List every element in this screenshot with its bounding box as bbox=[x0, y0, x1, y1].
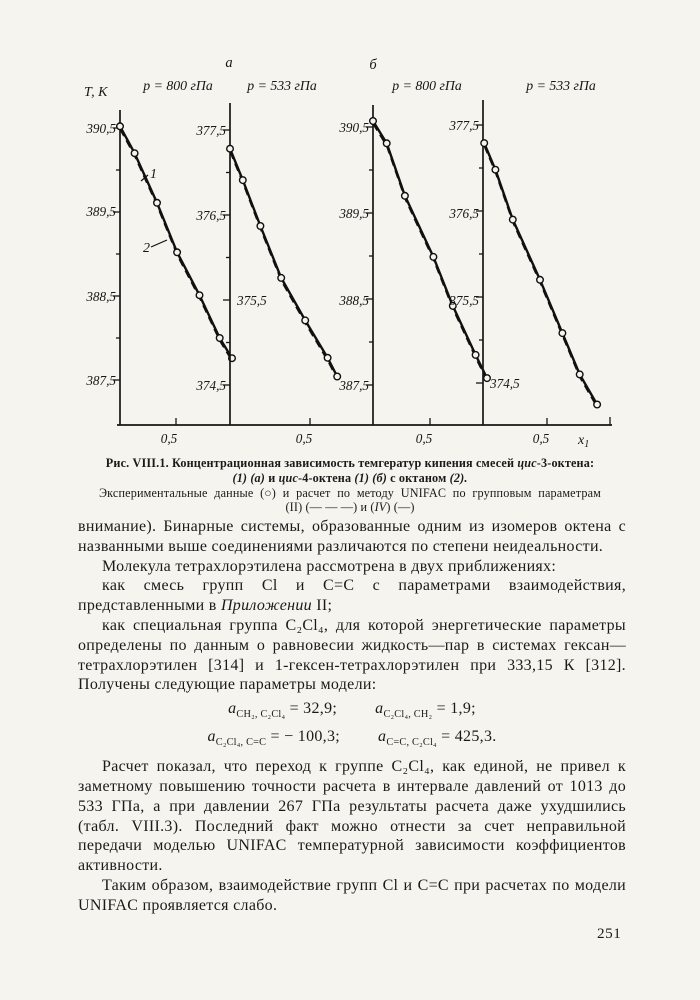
experimental-data-point bbox=[382, 139, 391, 148]
equations-block: aCH₂, C₂Cl₄ = 32,9; aC₂Cl₄, CH₂ = 1,9; a… bbox=[78, 699, 626, 753]
experimental-data-point bbox=[471, 350, 480, 359]
experimental-data-point bbox=[536, 275, 545, 284]
body-text: внимание). Бинарные системы, образованны… bbox=[78, 517, 626, 916]
pressure-label: p = 533 гПа bbox=[246, 78, 317, 93]
unifac-IV-solid-curve bbox=[118, 125, 234, 360]
paragraph: как смесь групп Cl и С=С с параметрами в… bbox=[78, 577, 626, 615]
equation-line: aC₂Cl₄, С=С = − 100,3; aС=С, C₂Cl₄ = 425… bbox=[78, 727, 626, 753]
pressure-label: p = 533 гПа bbox=[525, 78, 596, 93]
experimental-data-point bbox=[448, 301, 457, 310]
curve-label-leader bbox=[140, 174, 149, 182]
curve-label-2: 2 bbox=[143, 241, 150, 256]
page-number: 251 bbox=[597, 925, 622, 942]
pressure-label: p = 800 гПа bbox=[142, 78, 213, 93]
experimental-data-point bbox=[480, 139, 489, 148]
y-tick-label: 375,5 bbox=[448, 293, 479, 308]
caption-line-2: (1) (а) и цис-4-октена (1) (б) с октаном… bbox=[232, 470, 468, 485]
figure-caption: Рис. VIII.1. Концентрационная зависимост… bbox=[72, 456, 628, 515]
y-tick-label: 375,5 bbox=[236, 293, 267, 308]
panel-letter-a: а bbox=[225, 55, 232, 71]
x-tick-label: 0,5 bbox=[296, 431, 313, 446]
experimental-data-point bbox=[173, 248, 182, 257]
y-tick-label: 387,5 bbox=[85, 373, 116, 388]
x-tick-label: 0,5 bbox=[416, 431, 433, 446]
x-tick-label: 0,5 bbox=[161, 431, 178, 446]
equation-line: aCH₂, C₂Cl₄ = 32,9; aC₂Cl₄, CH₂ = 1,9; bbox=[78, 699, 626, 725]
x-tick-label: 0,5 bbox=[533, 431, 550, 446]
y-tick-label: 376,5 bbox=[448, 206, 479, 221]
pressure-label: p = 800 гПа bbox=[391, 78, 462, 93]
caption-line-4: (II) (— — —) и (IV) (—) bbox=[285, 500, 415, 515]
experimental-data-point bbox=[491, 165, 500, 174]
experimental-data-point bbox=[593, 400, 602, 409]
paragraph: как специальная группа C₂Cl₄, для которо… bbox=[78, 616, 626, 694]
experimental-data-point bbox=[575, 370, 584, 379]
experimental-data-point bbox=[130, 149, 139, 158]
paragraph: Расчет показал, что переход к группе C₂C… bbox=[78, 758, 626, 875]
y-tick-label: 390,5 bbox=[85, 121, 116, 136]
experimental-data-point bbox=[238, 176, 247, 185]
equation: aC₂Cl₄, С=С = − 100,3; bbox=[207, 728, 341, 749]
unifac-IV-solid-curve bbox=[371, 119, 489, 380]
y-tick-label: 388,5 bbox=[338, 293, 369, 308]
experimental-data-point bbox=[115, 122, 124, 131]
y-tick-label: 376,5 bbox=[195, 208, 226, 223]
y-tick-label: 377,5 bbox=[448, 118, 479, 133]
y-tick-label: 374,5 bbox=[489, 376, 520, 391]
figure-plot: Т, К а б p = 800 гПа p = 533 гПа p = 800… bbox=[84, 55, 612, 450]
experimental-data-point bbox=[301, 316, 310, 325]
experimental-data-point bbox=[195, 291, 204, 300]
experimental-data-point bbox=[225, 144, 234, 153]
equation: aС=С, C₂Cl₄ = 425,3. bbox=[378, 728, 497, 749]
equation: aCH₂, C₂Cl₄ = 32,9; bbox=[228, 700, 338, 721]
experimental-data-point bbox=[400, 191, 409, 200]
y-axis-title: Т, К bbox=[84, 85, 108, 100]
y-tick-label: 377,5 bbox=[195, 123, 226, 138]
experimental-data-point bbox=[369, 116, 378, 125]
curve-label-1: 1 bbox=[150, 167, 157, 182]
experimental-data-point bbox=[256, 221, 265, 230]
paragraph: Таким образом, взаимодействие групп Cl и… bbox=[78, 876, 626, 914]
y-tick-label: 389,5 bbox=[338, 206, 369, 221]
experimental-data-point bbox=[277, 273, 286, 282]
experimental-data-point bbox=[508, 215, 517, 224]
caption-line-3: Экспериментальные данные (○) и расчет по… bbox=[98, 485, 602, 500]
y-tick-label: 389,5 bbox=[85, 204, 116, 219]
experimental-data-point bbox=[323, 353, 332, 362]
equation: aC₂Cl₄, CH₂ = 1,9; bbox=[375, 700, 476, 721]
unifac-IV-solid-curve bbox=[228, 147, 339, 378]
experimental-data-point bbox=[152, 198, 161, 207]
y-tick-label: 390,5 bbox=[338, 120, 369, 135]
experimental-data-point bbox=[558, 329, 567, 338]
curve-label-leader bbox=[150, 239, 168, 248]
y-tick-label: 388,5 bbox=[85, 289, 116, 304]
experimental-data-point bbox=[333, 372, 342, 381]
experimental-data-point bbox=[429, 252, 438, 261]
experimental-data-point bbox=[215, 334, 224, 343]
caption-line-1: Рис. VIII.1. Концентрационная зависимост… bbox=[105, 456, 595, 470]
x-axis-title: x1 bbox=[577, 433, 589, 450]
paragraph: внимание). Бинарные системы, образованны… bbox=[78, 518, 626, 555]
panel-letter-b: б bbox=[369, 57, 377, 73]
figure-geometry bbox=[113, 100, 612, 426]
y-tick-label: 374,5 bbox=[195, 378, 226, 393]
unifac-IV-solid-curve bbox=[483, 141, 599, 406]
y-tick-label: 387,5 bbox=[338, 378, 369, 393]
paragraph: Молекула тетрахлорэтилена рассмотрена в … bbox=[102, 557, 557, 575]
